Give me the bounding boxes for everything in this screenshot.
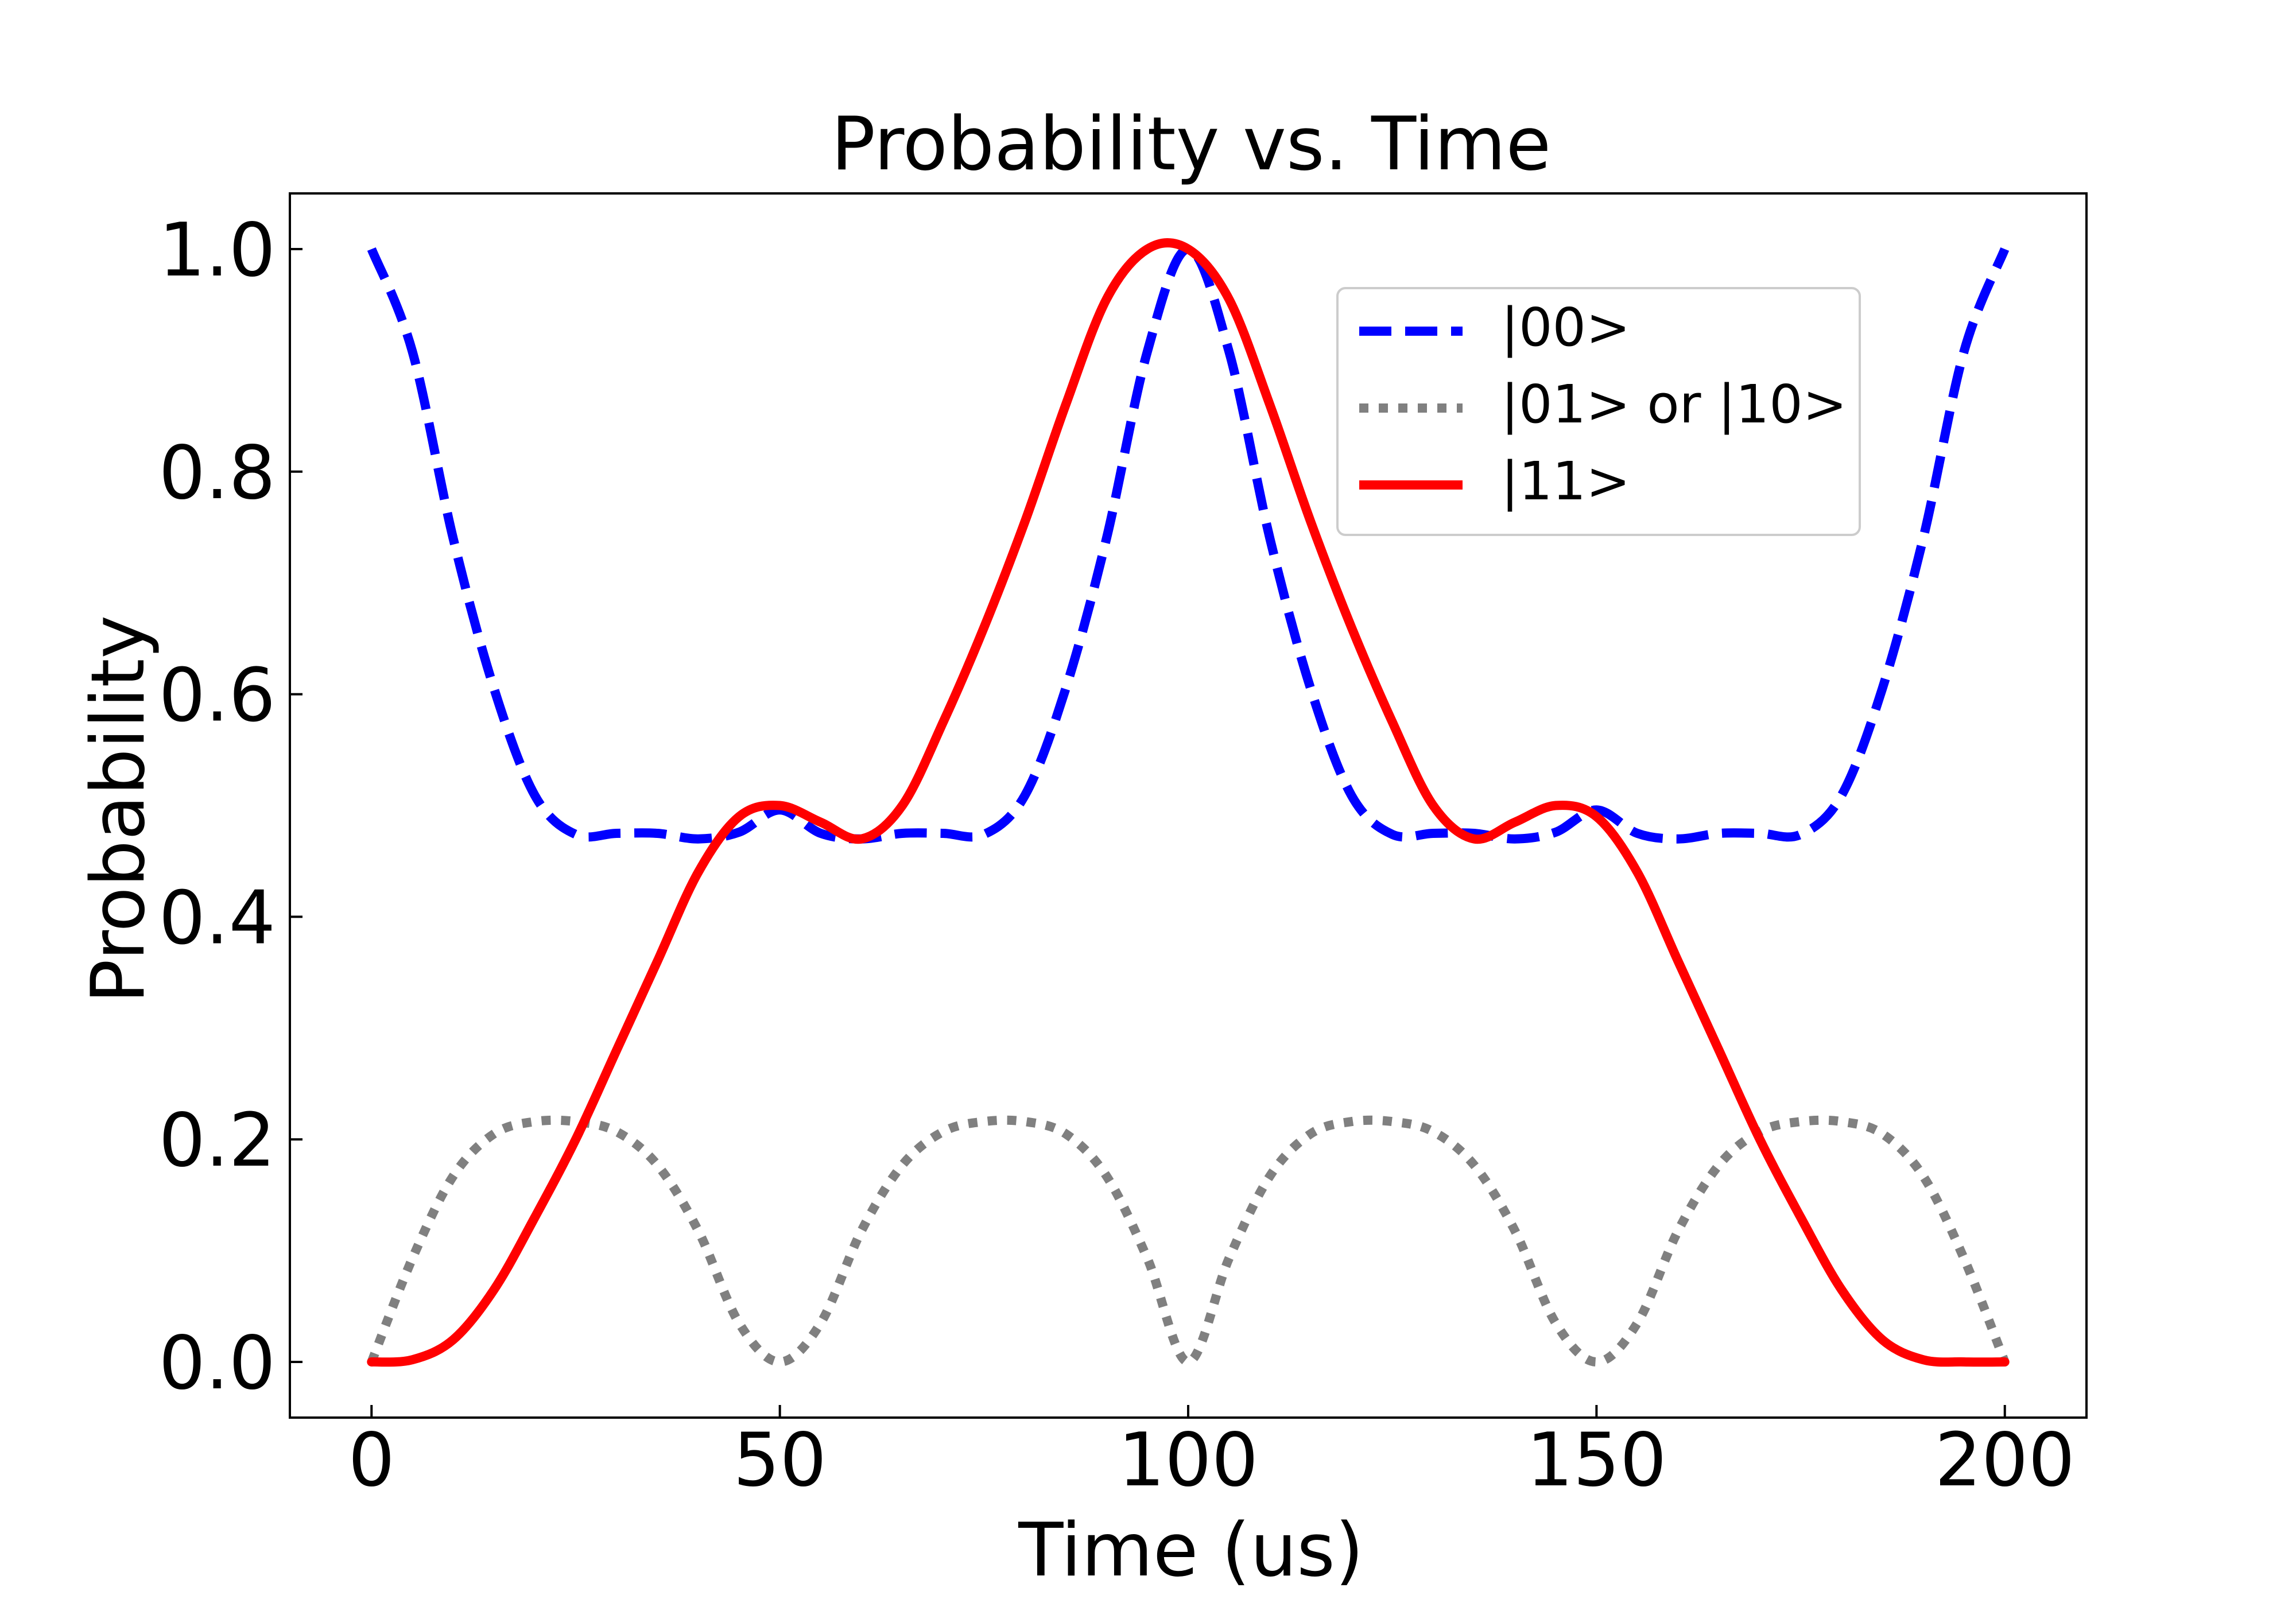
x-tick-label: 100 — [1118, 1418, 1258, 1503]
y-axis-ticks: 0.0 0.2 0.4 0.6 0.8 1.0 — [158, 208, 302, 1406]
x-tick-label: 200 — [1935, 1418, 2075, 1503]
legend-label-01-or-10: |01> or |10> — [1501, 374, 1847, 435]
x-tick-label: 0 — [348, 1418, 395, 1503]
series-line-00 — [367, 244, 2010, 844]
series-line-11 — [367, 238, 2010, 1367]
legend-label-00: |00> — [1501, 297, 1630, 358]
x-axis-label: Time (us) — [1018, 1508, 1364, 1593]
y-tick-label: 0.8 — [158, 430, 276, 516]
plot-frame — [289, 192, 2088, 1419]
x-tick-label: 50 — [733, 1418, 827, 1503]
y-tick-label: 0.4 — [158, 875, 276, 961]
y-tick-label: 1.0 — [158, 208, 276, 293]
chart-title: Probability vs. Time — [831, 102, 1551, 187]
y-tick-label: 0.2 — [158, 1098, 276, 1183]
series-layer — [367, 238, 2010, 1367]
legend: |00> |01> or |10> |11> — [1336, 287, 1861, 536]
x-tick-label: 150 — [1526, 1418, 1666, 1503]
x-axis-ticks: 0 50 100 150 200 — [348, 1405, 2075, 1503]
legend-box — [1336, 287, 1861, 536]
y-axis-label: Probability — [76, 615, 161, 1004]
y-tick-label: 0.0 — [158, 1321, 276, 1406]
y-tick-label: 0.6 — [158, 653, 276, 739]
legend-label-11: |11> — [1501, 451, 1630, 512]
